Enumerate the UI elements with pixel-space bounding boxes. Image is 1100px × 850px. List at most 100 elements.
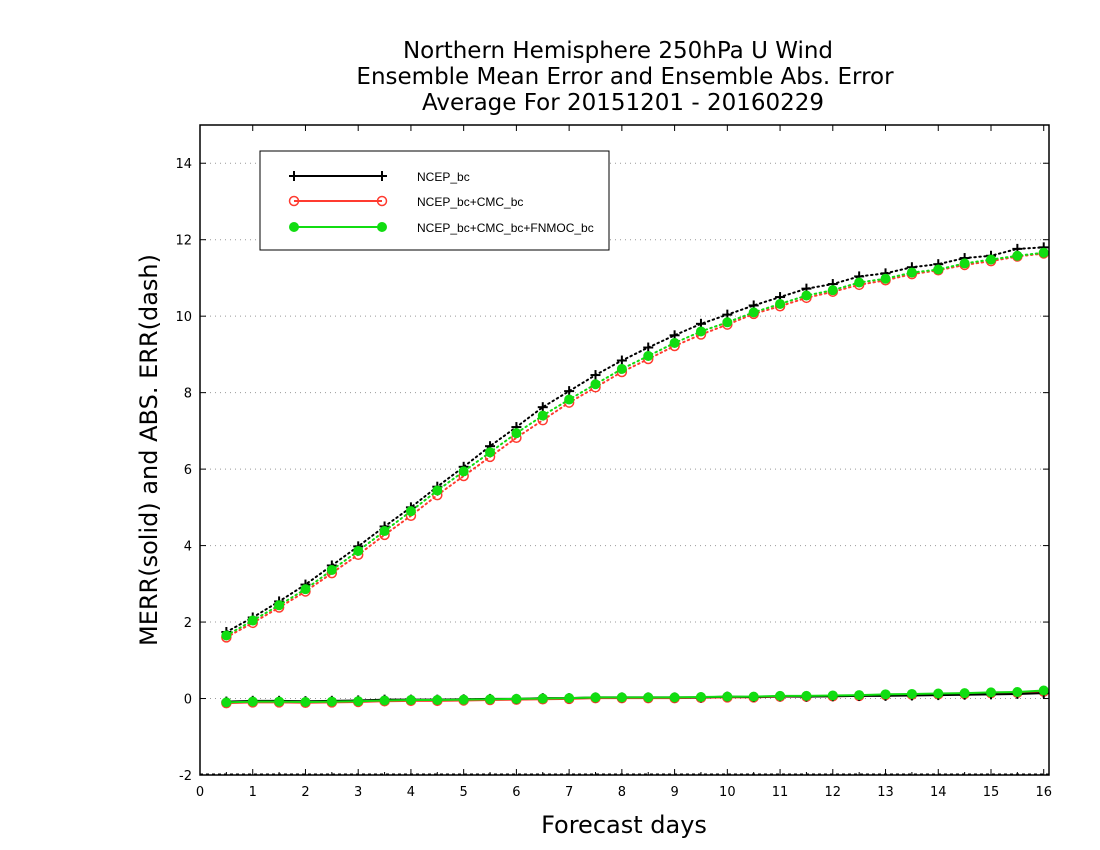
abs-err-line	[225, 246, 1045, 633]
merr-point	[906, 688, 917, 699]
merr-point	[722, 691, 733, 702]
legend-label: NCEP_bc+CMC_bc+FNMOC_bc	[417, 221, 594, 235]
merr-point	[221, 697, 232, 708]
merr-point	[643, 692, 654, 703]
abs-err-point	[590, 379, 601, 390]
y-tick-label: 12	[175, 234, 192, 249]
merr-point	[748, 691, 759, 702]
merr-point	[326, 696, 337, 707]
merr-point	[405, 695, 416, 706]
legend-item: NCEP_bc+CMC_bc+FNMOC_bc	[289, 221, 594, 235]
merr-point	[1012, 687, 1023, 698]
merr-point	[827, 690, 838, 701]
abs-err-point	[722, 317, 733, 328]
abs-err-point	[643, 350, 654, 361]
x-tick-label: 5	[460, 785, 468, 800]
merr-point	[537, 693, 548, 704]
merr-point	[379, 695, 390, 706]
x-tick-label: 14	[930, 785, 947, 800]
merr-point	[485, 694, 496, 705]
merr-point	[458, 694, 469, 705]
legend-marker	[377, 222, 387, 232]
x-axis-label: Forecast days	[541, 811, 707, 839]
merr-point	[616, 692, 627, 703]
merr-point	[669, 692, 680, 703]
title-line-2: Ensemble Mean Error and Ensemble Abs. Er…	[356, 64, 894, 90]
merr-point	[1038, 685, 1049, 696]
abs-err-point	[854, 277, 865, 288]
legend-label: NCEP_bc+CMC_bc	[417, 195, 523, 209]
abs-err-point	[1012, 250, 1023, 261]
x-tick-label: 8	[618, 785, 626, 800]
x-tick-label: 10	[719, 785, 736, 800]
abs-err-point	[985, 254, 996, 265]
y-tick-label: 10	[175, 310, 192, 325]
y-tick-label: 6	[184, 463, 192, 478]
merr-line	[226, 689, 1044, 704]
x-tick-label: 15	[983, 785, 1000, 800]
abs-err-point	[564, 386, 575, 397]
x-tick-label: 7	[565, 785, 573, 800]
y-tick-label: -2	[179, 769, 192, 784]
merr-point	[959, 688, 970, 699]
x-tick-label: 11	[772, 785, 789, 800]
abs-err-point	[616, 355, 627, 366]
abs-err-point	[643, 342, 654, 353]
abs-err-point	[959, 258, 970, 269]
merr-point	[564, 693, 575, 704]
merr-point	[432, 695, 443, 706]
x-tick-label: 12	[825, 785, 842, 800]
abs-err-point	[933, 264, 944, 275]
title-line-1: Northern Hemisphere 250hPa U Wind	[403, 38, 833, 64]
y-tick-label: 0	[184, 693, 192, 708]
y-tick-label: 8	[184, 387, 192, 402]
legend-marker	[289, 222, 299, 232]
x-tick-label: 4	[407, 785, 415, 800]
legend-item: NCEP_bc+CMC_bc	[288, 195, 523, 209]
abs-err-point	[221, 630, 232, 641]
merr-point	[801, 690, 812, 701]
legend-marker	[377, 171, 387, 181]
series-2	[221, 247, 1049, 708]
abs-err-point	[379, 526, 390, 537]
merr-point	[933, 688, 944, 699]
merr-point	[985, 687, 996, 698]
x-tick-label: 2	[301, 785, 309, 800]
plot-frame	[199, 124, 1050, 776]
merr-point	[880, 689, 891, 700]
abs-err-point	[326, 565, 337, 576]
merr-point	[274, 696, 285, 707]
abs-err-point	[485, 447, 496, 458]
merr-point	[300, 696, 311, 707]
merr-point	[511, 693, 522, 704]
legend-items: NCEP_bc NCEP_bc+CMC_bc NCEP_bc+CMC_bc+FNMO…	[288, 170, 594, 235]
x-tick-label: 3	[354, 785, 362, 800]
abs-err-point	[564, 394, 575, 405]
abs-err-point	[511, 428, 522, 439]
x-tick-label: 9	[670, 785, 678, 800]
y-tick-label: 2	[184, 616, 192, 631]
abs-err-point	[748, 307, 759, 318]
y-tick-label: 4	[184, 540, 192, 555]
series-layer	[221, 242, 1049, 709]
abs-err-point	[880, 273, 891, 284]
abs-err-point	[827, 285, 838, 296]
abs-err-point	[775, 298, 786, 309]
merr-point	[247, 696, 258, 707]
legend-item: NCEP_bc	[289, 170, 470, 184]
x-tick-label: 16	[1035, 785, 1052, 800]
abs-err-point	[906, 267, 917, 278]
abs-err-point	[537, 402, 548, 413]
abs-err-point	[432, 485, 443, 496]
merr-point	[590, 692, 601, 703]
abs-err-point	[405, 506, 416, 517]
y-tick-label: 14	[175, 157, 192, 172]
x-tick-label: 13	[877, 785, 894, 800]
merr-point	[353, 696, 364, 707]
abs-err-point	[1038, 247, 1049, 258]
series-0	[221, 242, 1049, 707]
abs-err-line	[225, 251, 1045, 637]
abs-err-point	[669, 337, 680, 348]
merr-point	[854, 690, 865, 701]
